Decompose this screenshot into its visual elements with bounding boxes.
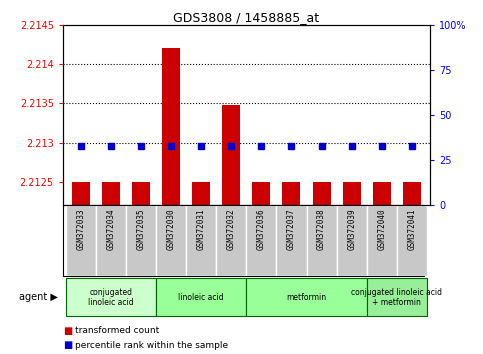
Bar [397, 205, 427, 276]
Text: GSM372041: GSM372041 [407, 208, 416, 250]
Bar [216, 205, 246, 276]
Bar [132, 182, 150, 205]
Bar [313, 182, 330, 205]
Bar [186, 205, 216, 276]
Text: agent ▶: agent ▶ [19, 292, 58, 302]
Bar [252, 182, 270, 205]
Text: GSM372037: GSM372037 [287, 208, 296, 250]
Bar [342, 182, 361, 205]
Bar [66, 278, 156, 316]
Text: transformed count: transformed count [75, 326, 159, 336]
Text: conjugated
linoleic acid: conjugated linoleic acid [88, 288, 134, 307]
Bar [156, 205, 186, 276]
Bar [162, 48, 180, 205]
Bar [192, 182, 210, 205]
Bar [337, 205, 367, 276]
Title: GDS3808 / 1458885_at: GDS3808 / 1458885_at [173, 11, 319, 24]
Text: GSM372036: GSM372036 [257, 208, 266, 250]
Bar [246, 205, 276, 276]
Bar [246, 278, 367, 316]
Bar [66, 205, 96, 276]
Bar [307, 205, 337, 276]
Bar [126, 205, 156, 276]
Bar [222, 105, 241, 205]
Bar [276, 205, 307, 276]
Text: GSM372040: GSM372040 [377, 208, 386, 250]
Text: GSM372030: GSM372030 [167, 208, 176, 250]
Text: ■: ■ [63, 340, 72, 350]
Text: GSM372034: GSM372034 [106, 208, 115, 250]
Bar [367, 205, 397, 276]
Bar [156, 278, 246, 316]
Text: ■: ■ [63, 326, 72, 336]
Text: conjugated linoleic acid
+ metformin: conjugated linoleic acid + metformin [351, 288, 442, 307]
Bar [102, 182, 120, 205]
Bar [373, 182, 391, 205]
Text: GSM372032: GSM372032 [227, 208, 236, 250]
Text: GSM372039: GSM372039 [347, 208, 356, 250]
Bar [283, 182, 300, 205]
Bar [403, 182, 421, 205]
Text: GSM372033: GSM372033 [76, 208, 85, 250]
Text: metformin: metformin [286, 293, 327, 302]
Text: GSM372038: GSM372038 [317, 208, 326, 250]
Text: linoleic acid: linoleic acid [178, 293, 224, 302]
Bar [367, 278, 427, 316]
Text: GSM372035: GSM372035 [137, 208, 145, 250]
Text: GSM372031: GSM372031 [197, 208, 206, 250]
Bar [72, 182, 90, 205]
Bar [96, 205, 126, 276]
Text: percentile rank within the sample: percentile rank within the sample [75, 341, 228, 350]
